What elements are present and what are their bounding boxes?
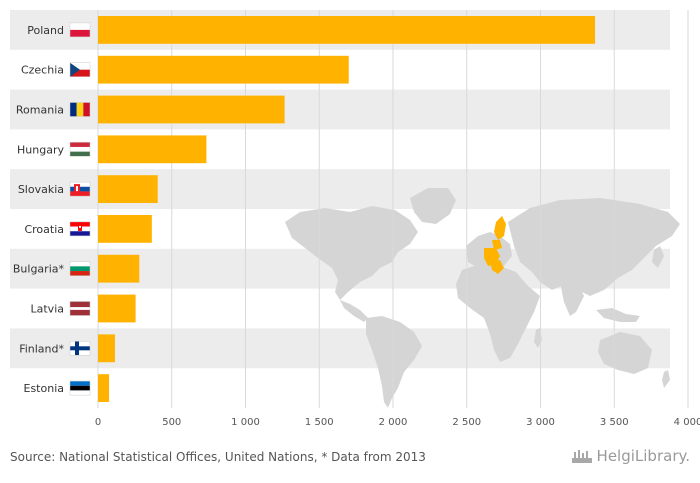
flag-part <box>70 22 90 30</box>
library-icon <box>571 450 592 463</box>
flag-border <box>69 62 91 77</box>
category-label: Bulgaria* <box>13 263 65 276</box>
x-tick-label: 2 000 <box>379 417 408 428</box>
flag-part <box>70 385 90 391</box>
category-label: Slovakia <box>18 183 64 196</box>
category-label: Finland* <box>19 342 64 355</box>
world-map <box>285 188 680 408</box>
map-australia <box>598 332 652 374</box>
latvia-flag <box>69 301 91 316</box>
flag-part <box>70 271 90 276</box>
flag-part <box>70 62 80 77</box>
bar <box>98 254 140 283</box>
flag-border <box>69 22 91 38</box>
map-new-zealand <box>662 370 670 388</box>
bar <box>98 215 152 243</box>
category-label: Latvia <box>31 303 65 316</box>
bulgaria-flag <box>69 261 91 276</box>
map-japan <box>652 246 664 268</box>
flag-part <box>70 346 90 351</box>
category-label: Hungary <box>17 143 64 156</box>
flag-part <box>70 390 90 396</box>
bar <box>98 16 596 44</box>
slovakia-flag <box>69 181 91 197</box>
croatia-flag <box>69 221 91 237</box>
map-north-america <box>285 206 418 300</box>
flag-part <box>79 225 81 228</box>
czechia-flag <box>69 62 91 77</box>
map-highlight-balkans <box>490 260 504 274</box>
map-south-america <box>366 316 422 408</box>
category-label: Czechia <box>21 64 64 77</box>
flag-part <box>70 102 77 117</box>
x-axis-ticks: 0 500 1 000 1 500 2 000 2 500 3 000 3 500 4 000 <box>95 417 700 428</box>
romania-flag <box>69 102 91 117</box>
brand-logo[interactable]: HelgiLibrary. <box>571 447 690 465</box>
map-indonesia <box>596 308 640 322</box>
map-highlight-baltics <box>492 240 502 250</box>
category-label: Poland <box>27 24 64 37</box>
map-india <box>560 282 584 316</box>
chart-svg: Poland Czechia Romania Hungary Slovakia Croat… <box>10 10 700 428</box>
brand-name: HelgiLibrary. <box>596 447 690 465</box>
category-labels: Poland Czechia Romania Hungary Slovakia Croat… <box>13 24 65 395</box>
x-tick-label: 500 <box>162 417 181 428</box>
category-label: Estonia <box>24 382 65 395</box>
flag-part <box>70 381 90 386</box>
bars <box>98 16 596 402</box>
flag-border <box>69 221 91 237</box>
flag-part <box>70 191 90 197</box>
poland-flag <box>69 22 91 38</box>
x-tick-label: 2 500 <box>452 417 481 428</box>
category-label: Croatia <box>24 223 64 236</box>
flag-part <box>70 151 90 157</box>
finland-flag <box>69 341 91 356</box>
category-label: Romania <box>16 104 64 117</box>
flag-part <box>76 102 84 117</box>
flag-icons <box>69 22 91 396</box>
map-asia <box>508 198 680 296</box>
x-tick-label: 3 500 <box>600 417 629 428</box>
flag-part <box>76 186 78 192</box>
source-note: Source: National Statistical Offices, Un… <box>10 450 426 464</box>
flag-part <box>70 146 90 152</box>
bar <box>98 374 110 402</box>
flag-border <box>69 102 91 117</box>
x-tick-label: 4 000 <box>674 417 700 428</box>
flag-part <box>70 266 90 272</box>
row-stripe <box>10 328 670 369</box>
flag-part <box>70 261 90 267</box>
bar <box>98 135 207 164</box>
flag-part <box>70 307 90 310</box>
flag-border <box>69 261 91 276</box>
flag-border <box>69 380 91 396</box>
flag-border <box>69 301 91 316</box>
flag-border <box>69 341 91 356</box>
x-tick-label: 1 500 <box>305 417 334 428</box>
flag-part <box>83 102 90 117</box>
x-tick-label: 1 000 <box>231 417 260 428</box>
flag-part <box>70 29 90 37</box>
flag-border <box>69 142 91 157</box>
chart: Poland Czechia Romania Hungary Slovakia Croat… <box>10 10 700 428</box>
bar <box>98 294 136 323</box>
map-highlight-finland <box>494 216 506 240</box>
hungary-flag <box>69 142 91 157</box>
estonia-flag <box>69 380 91 396</box>
flag-part <box>70 221 90 227</box>
x-tick-label: 3 000 <box>526 417 555 428</box>
flag-part <box>70 142 90 147</box>
bar <box>98 334 115 363</box>
flag-border <box>69 181 91 197</box>
bar <box>98 95 285 124</box>
flag-part <box>70 69 90 77</box>
x-tick-label: 0 <box>95 417 101 428</box>
flag-part <box>70 231 90 236</box>
map-central-america <box>340 300 368 322</box>
bar <box>98 175 158 203</box>
flag-part <box>70 62 90 70</box>
bar <box>98 55 349 84</box>
map-greenland <box>410 188 456 224</box>
map-africa <box>456 264 540 362</box>
